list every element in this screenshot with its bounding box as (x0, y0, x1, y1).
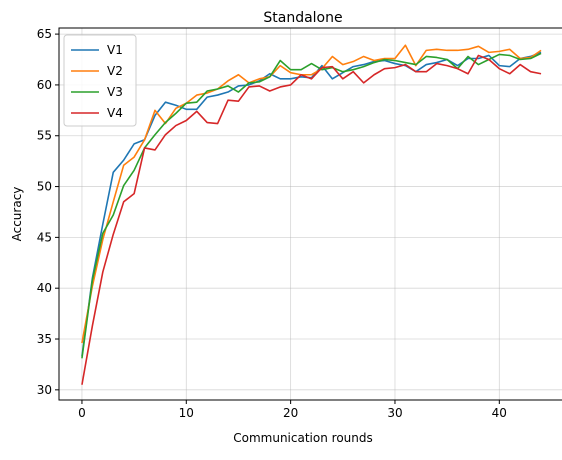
x-tick-label: 30 (387, 406, 402, 420)
plot-area-frame (58, 27, 562, 401)
legend-label-v2: V2 (107, 64, 123, 78)
legend-label-v3: V3 (107, 85, 123, 99)
legend-label-v1: V1 (107, 43, 123, 57)
x-axis-label: Communication rounds (233, 431, 373, 445)
y-tick-label: 45 (37, 230, 52, 244)
axis-ticks: 0 10 20 30 40 30 35 40 45 50 55 60 65 (37, 27, 507, 420)
series-line-v4 (81, 54, 542, 385)
grid (59, 28, 562, 400)
series-lines (81, 44, 542, 385)
series-line-v3 (81, 52, 542, 359)
y-tick-label: 30 (37, 383, 52, 397)
legend: V1 V2 V3 V4 (63, 34, 137, 127)
series-line-v2 (81, 44, 542, 344)
y-tick-label: 35 (37, 332, 52, 346)
y-tick-label: 50 (37, 180, 52, 194)
x-tick-label: 0 (78, 406, 86, 420)
y-tick-label: 40 (37, 281, 52, 295)
y-axis-label: Accuracy (10, 187, 24, 242)
y-tick-label: 60 (37, 78, 52, 92)
chart-title: Standalone (263, 10, 342, 26)
x-tick-label: 10 (179, 406, 194, 420)
legend-label-v4: V4 (107, 106, 123, 120)
x-tick-label: 20 (283, 406, 298, 420)
y-tick-label: 55 (37, 129, 52, 143)
legend-box (63, 34, 137, 127)
x-tick-label: 40 (492, 406, 507, 420)
y-tick-label: 65 (37, 27, 52, 41)
